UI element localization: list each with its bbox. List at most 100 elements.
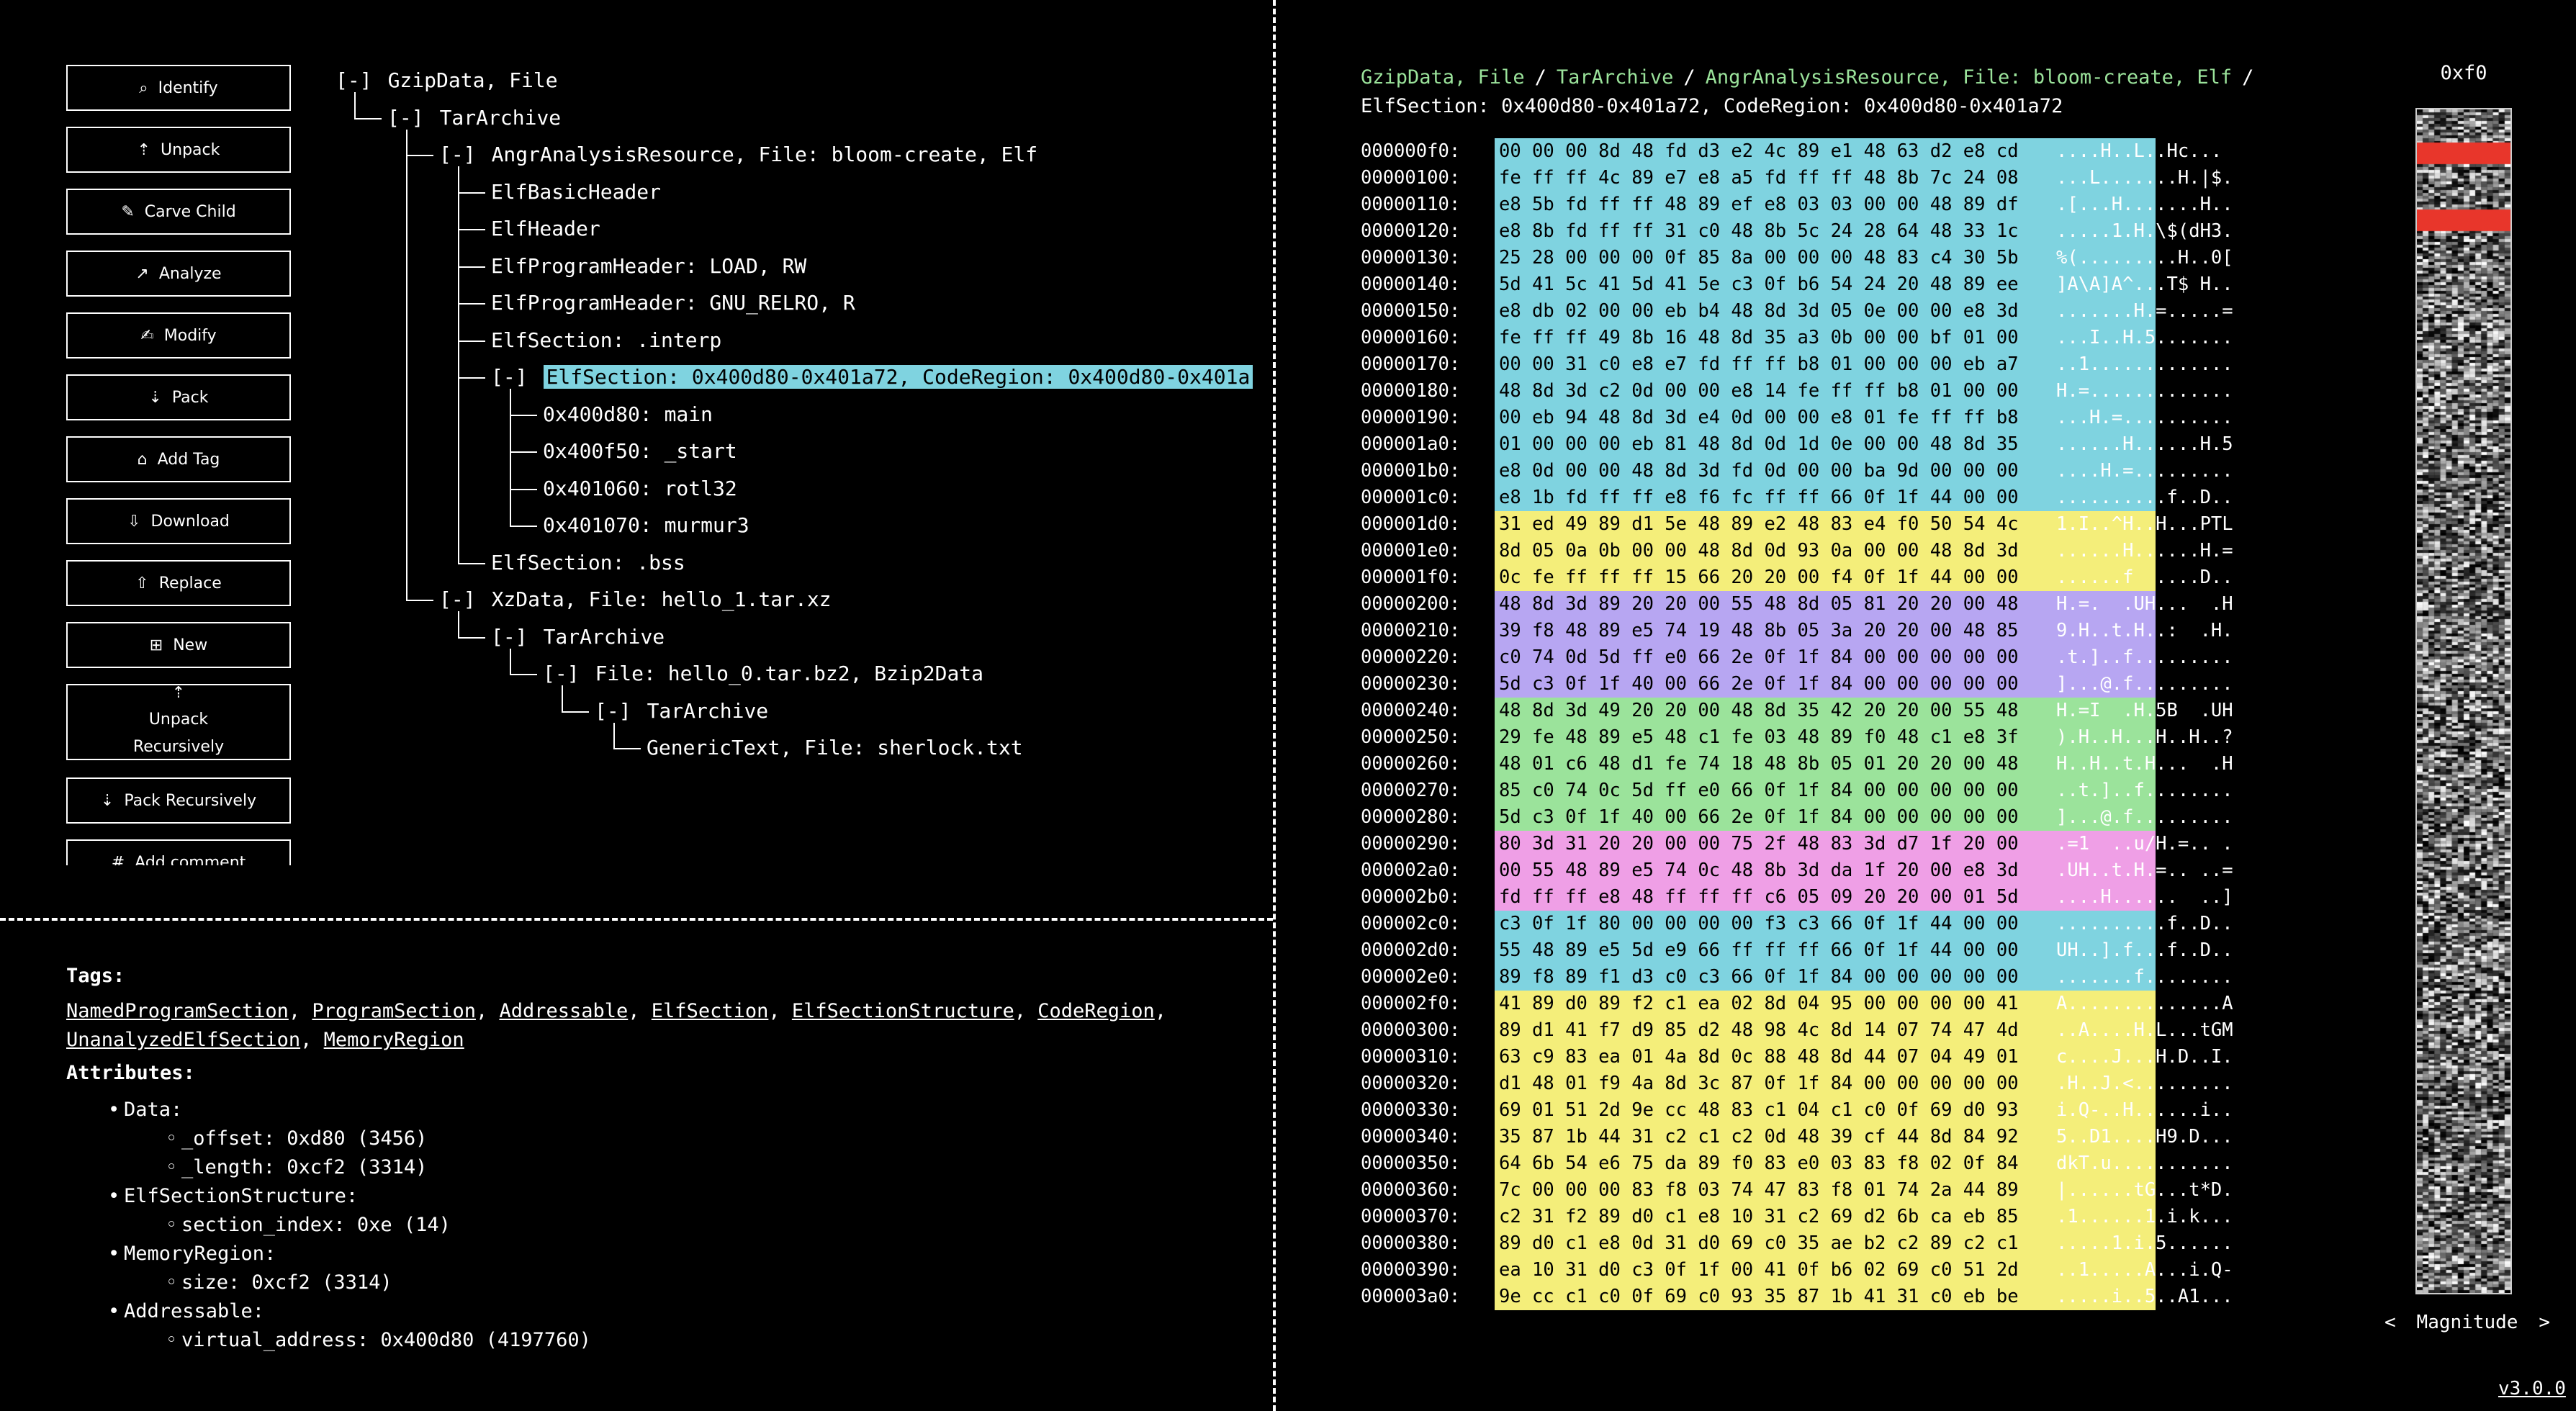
tree-collapse-toggle[interactable]: [-] xyxy=(439,143,476,166)
hex-bytes[interactable]: 35 87 1b 44 31 c2 c1 c2 0d 48 39 cf 44 8… xyxy=(1495,1124,2156,1150)
magnitude-minimap[interactable] xyxy=(2415,108,2512,1294)
tree-node[interactable]: ElfHeader xyxy=(491,213,600,245)
hex-ascii[interactable]: .1......1.i.k... xyxy=(2056,1206,2233,1227)
horizontal-pane-divider[interactable] xyxy=(0,918,1273,921)
hex-bytes[interactable]: fd ff ff e8 48 ff ff ff c6 05 09 20 20 0… xyxy=(1495,884,2156,911)
tree-node[interactable]: [-] TarArchive xyxy=(491,621,665,653)
tag-link[interactable]: NamedProgramSection xyxy=(66,1000,289,1022)
tag-link[interactable]: Addressable xyxy=(499,1000,629,1022)
vertical-pane-divider[interactable] xyxy=(1273,0,1276,1411)
hex-bytes[interactable]: 89 d0 c1 e8 0d 31 d0 69 c0 35 ae b2 c2 8… xyxy=(1495,1230,2156,1257)
hex-ascii[interactable]: 9.H..t.H..: .H. xyxy=(2056,620,2233,641)
tree-node[interactable]: ElfSection: .bss xyxy=(491,547,685,579)
tree-node[interactable]: ElfSection: .interp xyxy=(491,325,721,356)
hex-ascii[interactable]: .t.]..f......... xyxy=(2056,646,2233,668)
hex-bytes[interactable]: 8d 05 0a 0b 00 00 48 8d 0d 93 0a 00 00 4… xyxy=(1495,538,2156,564)
pack-button[interactable]: ⇣ Pack xyxy=(66,374,291,420)
hex-ascii[interactable]: %(.........H..0[ xyxy=(2056,247,2233,269)
hex-ascii[interactable]: .=1 ..u/H.=.. . xyxy=(2056,833,2233,855)
hex-bytes[interactable]: 00 00 00 8d 48 fd d3 e2 4c 89 e1 48 63 d… xyxy=(1495,138,2156,165)
tree-node-label[interactable]: 0x400f50: _start xyxy=(543,439,737,463)
hex-ascii[interactable]: H.=I .H.5B .UH xyxy=(2056,700,2233,721)
hex-bytes[interactable]: 31 ed 49 89 d1 5e 48 89 e2 48 83 e4 f0 5… xyxy=(1495,511,2156,538)
hex-ascii[interactable]: ..t.]..f........ xyxy=(2056,780,2233,801)
replace-button[interactable]: ⇧ Replace xyxy=(66,560,291,606)
tree-node[interactable]: 0x400f50: _start xyxy=(543,436,737,467)
download-button[interactable]: ⇩ Download xyxy=(66,498,291,544)
hex-bytes[interactable]: 55 48 89 e5 5d e9 66 ff ff ff 66 0f 1f 4… xyxy=(1495,937,2156,964)
hex-bytes[interactable]: 85 c0 74 0c 5d ff e0 66 0f 1f 84 00 00 0… xyxy=(1495,777,2156,804)
tag-link[interactable]: MemoryRegion xyxy=(323,1029,464,1051)
tree-collapse-toggle[interactable]: [-] xyxy=(387,105,424,130)
add-tag-button[interactable]: ⌂ Add Tag xyxy=(66,436,291,482)
breadcrumb-link[interactable]: TarArchive xyxy=(1556,66,1674,89)
hex-bytes[interactable]: 41 89 d0 89 f2 c1 ea 02 8d 04 95 00 00 0… xyxy=(1495,991,2156,1017)
hex-bytes[interactable]: 00 eb 94 48 8d 3d e4 0d 00 00 e8 01 fe f… xyxy=(1495,405,2156,431)
hex-bytes[interactable]: 25 28 00 00 00 0f 85 8a 00 00 00 48 83 c… xyxy=(1495,245,2156,271)
tree-node-label[interactable]: TarArchive xyxy=(647,698,769,723)
unpack-recursively-button[interactable]: ⇡ Unpack Recursively xyxy=(66,684,291,760)
hex-ascii[interactable]: ..1............. xyxy=(2056,353,2233,375)
hex-bytes[interactable]: c2 31 f2 89 d0 c1 e8 10 31 c2 69 d2 6b c… xyxy=(1495,1204,2156,1230)
tree-collapse-toggle[interactable]: [-] xyxy=(335,68,372,92)
hex-ascii[interactable]: ]...@.f......... xyxy=(2056,806,2233,828)
hex-bytes[interactable]: 89 d1 41 f7 d9 85 d2 48 98 4c 8d 14 07 7… xyxy=(1495,1017,2156,1044)
hex-bytes[interactable]: 48 8d 3d 49 20 20 00 48 8d 35 42 20 20 0… xyxy=(1495,698,2156,724)
tree-node-label[interactable]: File: hello_0.tar.bz2, Bzip2Data xyxy=(595,662,984,685)
breadcrumb-link[interactable]: GzipData, File xyxy=(1361,66,1525,89)
tree-node[interactable]: ElfBasicHeader xyxy=(491,176,661,208)
hex-ascii[interactable]: ....H.=......... xyxy=(2056,460,2233,482)
hex-ascii[interactable]: ..........f..D.. xyxy=(2056,913,2233,934)
hex-bytes[interactable]: e8 8b fd ff ff 31 c0 48 8b 5c 24 28 64 4… xyxy=(1495,218,2156,245)
tag-link[interactable]: ProgramSection xyxy=(312,1000,476,1022)
hex-ascii[interactable]: .UH..t.H.=.. ..= xyxy=(2056,860,2233,881)
hex-bytes[interactable]: e8 5b fd ff ff 48 89 ef e8 03 03 00 00 4… xyxy=(1495,191,2156,218)
carve-child-button[interactable]: ✎ Carve Child xyxy=(66,189,291,235)
magnitude-prev-button[interactable]: < xyxy=(2384,1312,2396,1333)
hex-bytes[interactable]: fe ff ff 49 8b 16 48 8d 35 a3 0b 00 00 b… xyxy=(1495,325,2156,351)
hex-bytes[interactable]: 01 00 00 00 eb 81 48 8d 0d 1d 0e 00 00 4… xyxy=(1495,431,2156,458)
hex-bytes[interactable]: fe ff ff 4c 89 e7 e8 a5 fd ff ff 48 8b 7… xyxy=(1495,165,2156,191)
tree-node[interactable]: [-] TarArchive xyxy=(595,695,768,727)
hex-bytes[interactable]: 5d 41 5c 41 5d 41 5e c3 0f b6 54 24 20 4… xyxy=(1495,271,2156,298)
tree-node[interactable]: 0x400d80: main xyxy=(543,399,713,430)
hex-ascii[interactable]: ...L.......H.|$. xyxy=(2056,167,2233,189)
tree-node-label[interactable]: ElfHeader xyxy=(491,217,600,240)
tag-link[interactable]: ElfSectionStructure xyxy=(791,1000,1014,1022)
version-link[interactable]: v3.0.0 xyxy=(2498,1378,2566,1399)
hex-ascii[interactable]: H.=. .UH... .H xyxy=(2056,593,2233,615)
hex-bytes[interactable]: 00 55 48 89 e5 74 0c 48 8b 3d da 1f 20 0… xyxy=(1495,857,2156,884)
hex-ascii[interactable]: .H..J.<......... xyxy=(2056,1073,2233,1094)
hex-bytes[interactable]: 7c 00 00 00 83 f8 03 74 47 83 f8 01 74 2… xyxy=(1495,1177,2156,1204)
unpack-button[interactable]: ⇡ Unpack xyxy=(66,127,291,173)
identify-button[interactable]: ⌕ Identify xyxy=(66,65,291,111)
add-comment-button[interactable]: # Add comment xyxy=(66,839,291,865)
tag-link[interactable]: CodeRegion xyxy=(1037,1000,1155,1022)
hex-ascii[interactable]: ).H..H...H..H..? xyxy=(2056,726,2233,748)
hex-bytes[interactable]: 39 f8 48 89 e5 74 19 48 8b 05 3a 20 20 0… xyxy=(1495,618,2156,644)
hex-bytes[interactable]: 48 01 c6 48 d1 fe 74 18 48 8b 05 01 20 2… xyxy=(1495,751,2156,777)
hex-bytes[interactable]: 29 fe 48 89 e5 48 c1 fe 03 48 89 f0 48 c… xyxy=(1495,724,2156,751)
hex-ascii[interactable]: A..............A xyxy=(2056,993,2233,1014)
tree-node-label-selected[interactable]: ElfSection: 0x400d80-0x401a72, CodeRegio… xyxy=(543,365,1253,389)
hex-ascii[interactable]: 5..D1....H9.D... xyxy=(2056,1126,2233,1148)
tree-node-label[interactable]: GzipData, File xyxy=(387,68,558,92)
tree-node-label[interactable]: XzData, File: hello_1.tar.xz xyxy=(491,587,832,611)
hex-bytes[interactable]: 0c fe ff ff ff 15 66 20 20 00 f4 0f 1f 4… xyxy=(1495,564,2156,591)
tree-node[interactable]: 0x401060: rotl32 xyxy=(543,473,737,505)
hex-ascii[interactable]: ....H..L..Hc... xyxy=(2056,140,2223,162)
hex-ascii[interactable]: ...H.=.......... xyxy=(2056,407,2233,428)
hex-ascii[interactable]: H.=............. xyxy=(2056,380,2233,402)
tag-link[interactable]: ElfSection xyxy=(651,1000,769,1022)
hex-bytes[interactable]: 5d c3 0f 1f 40 00 66 2e 0f 1f 84 00 00 0… xyxy=(1495,671,2156,698)
breadcrumb-link[interactable]: AngrAnalysisResource, File: bloom-create… xyxy=(1705,66,2233,89)
tree-node[interactable]: 0x401070: murmur3 xyxy=(543,510,749,541)
hex-bytes[interactable]: 89 f8 89 f1 d3 c0 c3 66 0f 1f 84 00 00 0… xyxy=(1495,964,2156,991)
hex-bytes[interactable]: e8 db 02 00 00 eb b4 48 8d 3d 05 0e 00 0… xyxy=(1495,298,2156,325)
tree-node[interactable]: [-] TarArchive xyxy=(387,102,561,134)
hex-bytes[interactable]: d1 48 01 f9 4a 8d 3c 87 0f 1f 84 00 00 0… xyxy=(1495,1070,2156,1097)
tree-node-label[interactable]: ElfProgramHeader: GNU_RELRO, R xyxy=(491,291,855,315)
hex-bytes[interactable]: 48 8d 3d c2 0d 00 00 e8 14 fe ff ff b8 0… xyxy=(1495,378,2156,405)
hex-ascii[interactable]: c....J...H.D..I. xyxy=(2056,1046,2233,1068)
hex-bytes[interactable]: 64 6b 54 e6 75 da 89 f0 83 e0 03 83 f8 0… xyxy=(1495,1150,2156,1177)
